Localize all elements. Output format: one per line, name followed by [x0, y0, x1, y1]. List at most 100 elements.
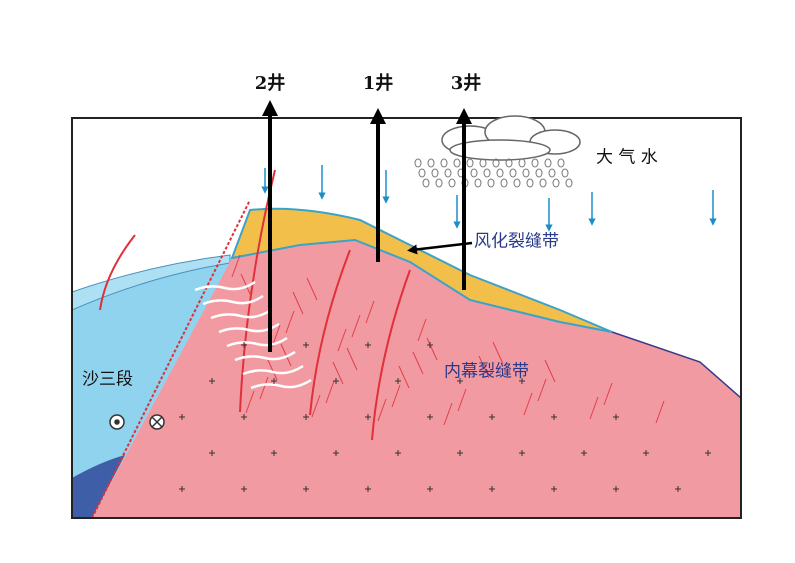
drop [500, 178, 508, 188]
drop [557, 158, 565, 168]
cross [395, 450, 401, 456]
drop [448, 178, 456, 188]
cross [489, 486, 495, 492]
vein [210, 308, 272, 320]
fracture [655, 400, 665, 424]
cross [333, 450, 339, 456]
vein [250, 378, 312, 390]
fracture [306, 277, 318, 301]
cross [427, 486, 433, 492]
cross [643, 450, 649, 456]
fault [91, 199, 251, 518]
fracture [426, 337, 438, 361]
fracture [245, 390, 255, 414]
drop [422, 178, 430, 188]
surface [611, 331, 741, 399]
pointer [407, 241, 473, 255]
cross [613, 414, 619, 420]
cross [395, 378, 401, 384]
fracture [231, 254, 241, 278]
drop [522, 168, 530, 178]
fracture [292, 291, 304, 315]
cross [179, 414, 185, 420]
cross [457, 378, 463, 384]
cross [427, 342, 433, 348]
drop [492, 158, 500, 168]
drop [539, 178, 547, 188]
fracture [325, 380, 335, 404]
fracture [365, 300, 375, 324]
fractures [99, 169, 711, 492]
cross [675, 486, 681, 492]
cross [209, 378, 215, 384]
fracture [544, 359, 556, 383]
drop [444, 168, 452, 178]
drop [474, 178, 482, 188]
well-label: 1井 [363, 72, 394, 94]
drop [518, 158, 526, 168]
fracture [412, 351, 424, 375]
well-label: 2井 [255, 72, 286, 94]
cross [271, 450, 277, 456]
drop [453, 158, 461, 168]
inner-label: 内幕裂缝带 [444, 362, 529, 382]
fracture [266, 357, 278, 381]
fracture [457, 388, 467, 412]
fracture [523, 392, 533, 416]
cross [457, 450, 463, 456]
cross [519, 450, 525, 456]
cross [241, 342, 247, 348]
vein [226, 336, 288, 348]
cross [333, 378, 339, 384]
drop [487, 178, 495, 188]
frame [71, 117, 742, 519]
drop [509, 168, 517, 178]
cross [241, 414, 247, 420]
drop [531, 158, 539, 168]
drop [466, 158, 474, 168]
drop [513, 178, 521, 188]
cross [303, 342, 309, 348]
vein [234, 350, 296, 362]
fracture [337, 328, 347, 352]
vein [194, 280, 256, 292]
lower-formation [72, 455, 125, 518]
fracture [259, 376, 269, 400]
fracture [417, 318, 427, 342]
drop [431, 168, 439, 178]
well-label: 3井 [451, 72, 482, 94]
fracture [391, 384, 401, 408]
drop [414, 158, 422, 168]
vein [202, 294, 264, 306]
fault-line [99, 234, 136, 311]
direction-symbols [109, 414, 165, 430]
cross [705, 450, 711, 456]
cross [209, 450, 215, 456]
cross [365, 342, 371, 348]
fracture [537, 378, 547, 402]
fracture [332, 361, 344, 385]
fracture [398, 365, 410, 389]
drop [470, 168, 478, 178]
cross [303, 486, 309, 492]
cross [179, 486, 185, 492]
fracture [478, 355, 490, 379]
fracture [240, 273, 252, 297]
fracture [351, 314, 361, 338]
cross [613, 486, 619, 492]
fault-line [371, 269, 411, 441]
cross [519, 378, 525, 384]
drop [479, 158, 487, 168]
cross [303, 414, 309, 420]
cross [271, 378, 277, 384]
cross [241, 486, 247, 492]
drop [565, 178, 573, 188]
cross [427, 414, 433, 420]
fracture [377, 398, 387, 422]
fault-line [309, 249, 351, 416]
fracture [492, 341, 504, 365]
drop [561, 168, 569, 178]
cross [365, 486, 371, 492]
